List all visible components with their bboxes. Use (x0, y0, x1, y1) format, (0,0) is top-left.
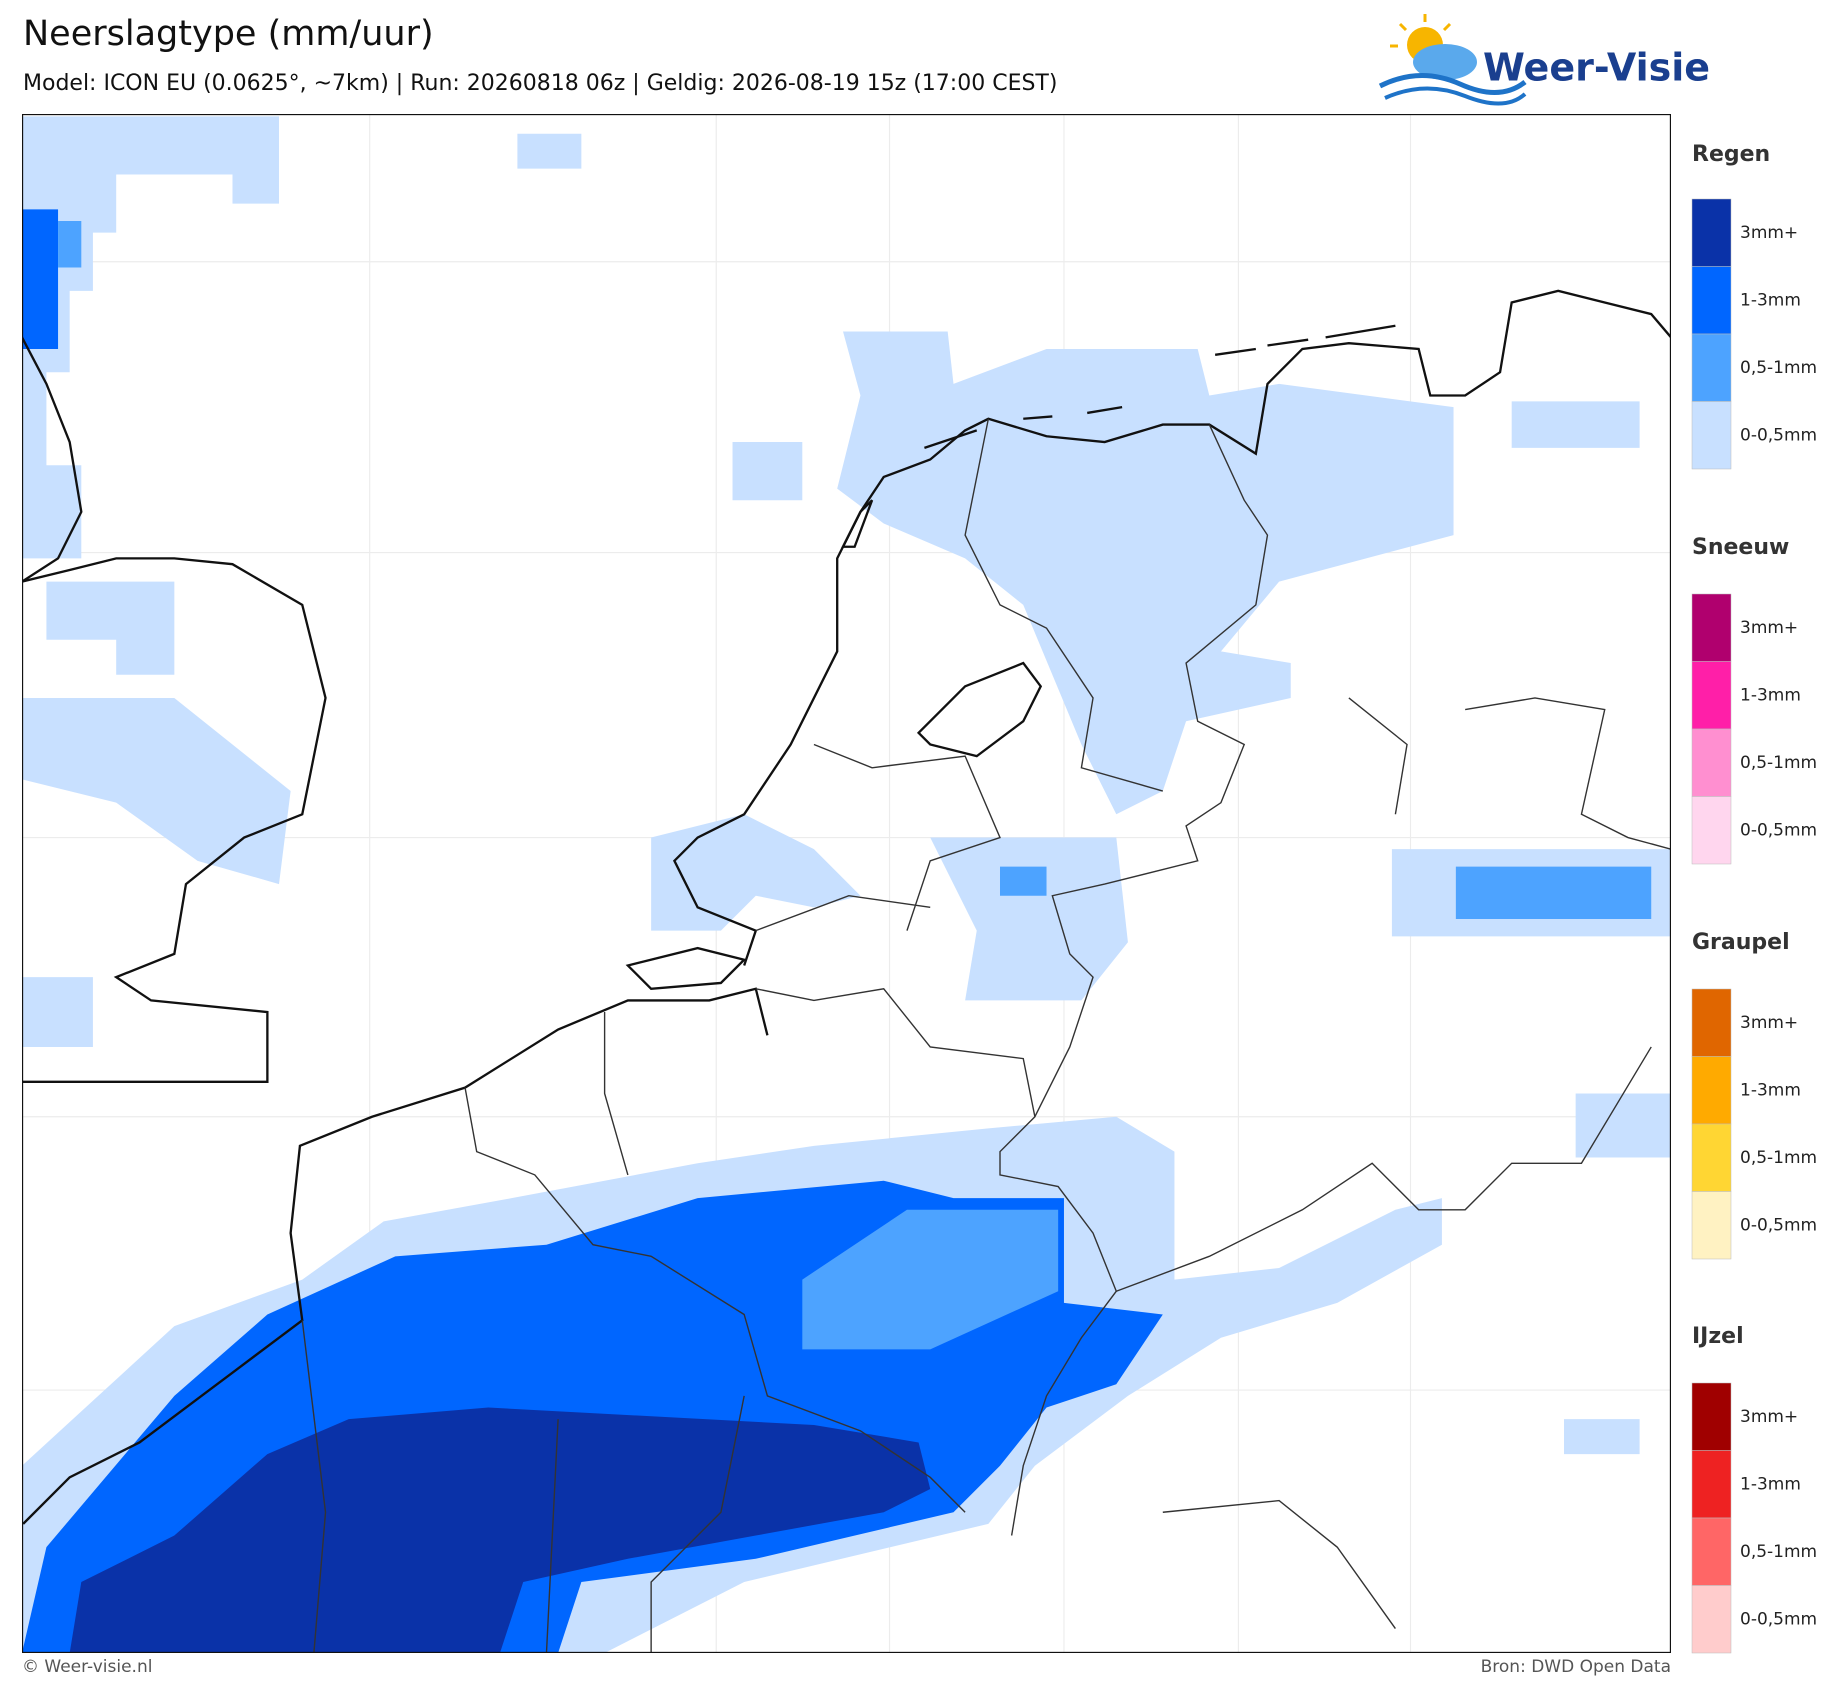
legend-label: 0-0,5mm (1740, 425, 1817, 445)
legend-label: 1-3mm (1740, 685, 1801, 705)
legend-title: Regen (1692, 142, 1770, 167)
logo-text: Weer-Visie (1483, 46, 1710, 90)
legend-title: IJzel (1692, 1324, 1744, 1349)
legend-swatch (1691, 1191, 1732, 1260)
legend-label: 1-3mm (1740, 1474, 1801, 1494)
legend-label: 0,5-1mm (1740, 358, 1817, 378)
legend-label: 0,5-1mm (1740, 1148, 1817, 1168)
map (22, 114, 1671, 1653)
legend-swatch (1691, 1056, 1732, 1125)
legend-swatch (1691, 333, 1732, 402)
legend-swatch (1691, 1585, 1732, 1654)
legend-label: 3mm+ (1740, 1013, 1798, 1033)
legend-swatch (1691, 1123, 1732, 1192)
title: Neerslagtype (mm/uur) (23, 14, 434, 54)
legend-label: 3mm+ (1740, 1407, 1798, 1427)
legend-label: 0,5-1mm (1740, 1542, 1817, 1562)
footer-right: Bron: DWD Open Data (1481, 1657, 1671, 1677)
legend-label: 0-0,5mm (1740, 820, 1817, 840)
legend-swatch (1691, 1382, 1732, 1451)
legend-title: Graupel (1692, 930, 1790, 955)
legend-swatch (1691, 796, 1732, 865)
legend-swatch (1691, 1517, 1732, 1586)
legend-title: Sneeuw (1692, 535, 1789, 560)
legend-label: 0-0,5mm (1740, 1215, 1817, 1235)
coastline (22, 289, 1671, 1525)
legend-swatch (1691, 988, 1732, 1057)
borders (301, 418, 1671, 1653)
legend-swatch (1691, 593, 1732, 662)
logo: Weer-Visie (1378, 14, 1710, 106)
legend-swatch (1691, 661, 1732, 730)
legend-label: 3mm+ (1740, 618, 1798, 638)
legend-swatch (1691, 728, 1732, 797)
legend-label: 3mm+ (1740, 223, 1798, 243)
legend-label: 1-3mm (1740, 290, 1801, 310)
legend-swatch (1691, 401, 1732, 470)
legend-swatch (1691, 1450, 1732, 1519)
legend-swatch (1691, 266, 1732, 335)
legend-label: 1-3mm (1740, 1080, 1801, 1100)
footer-left: © Weer-visie.nl (22, 1657, 152, 1677)
legend: Regen 3mm+ 1-3mm 0,5-1mm 0-0,5mm Sneeuw 3mm+ 1-… (1691, 142, 1817, 1654)
legend-swatch (1691, 198, 1732, 267)
precipitation (22, 116, 1671, 1653)
legend-label: 0-0,5mm (1740, 1609, 1817, 1629)
legend-label: 0,5-1mm (1740, 753, 1817, 773)
subtitle: Model: ICON EU (0.0625°, ~7km) | Run: 20… (23, 71, 1057, 96)
